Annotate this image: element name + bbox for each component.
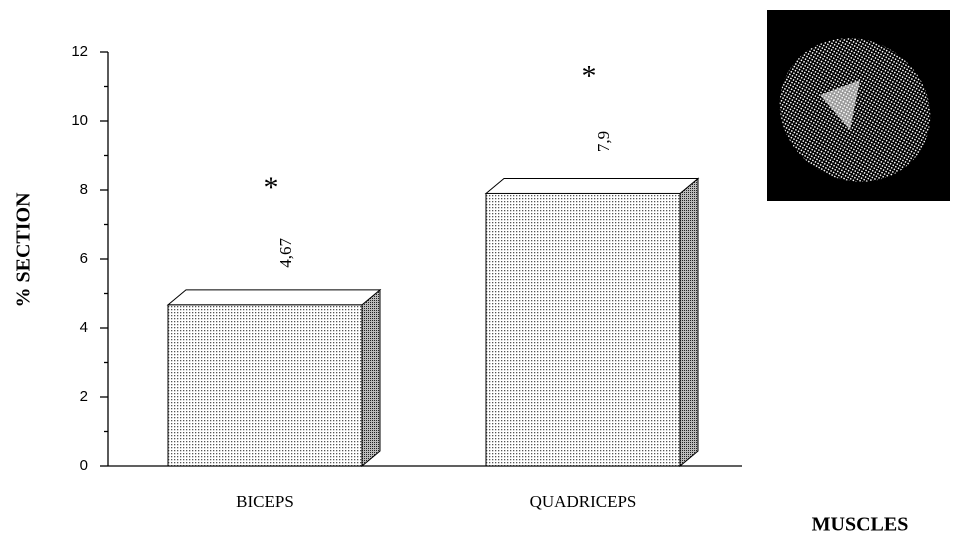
y-tick-label: 0 (80, 457, 88, 474)
bar (484, 177, 700, 468)
y-tick-label: 12 (71, 43, 88, 60)
y-tick-label: 10 (71, 112, 88, 129)
y-tick-label: 6 (80, 250, 88, 267)
x-axis-label: MUSCLES (812, 514, 909, 536)
y-axis-label: % SECTION (13, 192, 35, 308)
bar-face (485, 192, 681, 467)
y-tick-label: 4 (80, 319, 88, 336)
x-tick-label: QUADRICEPS (530, 492, 637, 511)
bar-face (679, 177, 699, 468)
bar-face (166, 289, 382, 306)
y-tick-label: 8 (80, 181, 88, 198)
value-label: 7,9 (594, 131, 613, 152)
inset-image (767, 10, 950, 201)
bar-face (167, 304, 363, 467)
bar-face (484, 177, 700, 194)
y-tick-label: 2 (80, 388, 88, 405)
bar (166, 288, 382, 468)
x-tick-label: BICEPS (236, 492, 294, 511)
bar-face (361, 288, 381, 468)
significance-marker: * (264, 171, 279, 204)
value-label: 4,67 (276, 238, 295, 268)
significance-marker: * (582, 59, 597, 92)
